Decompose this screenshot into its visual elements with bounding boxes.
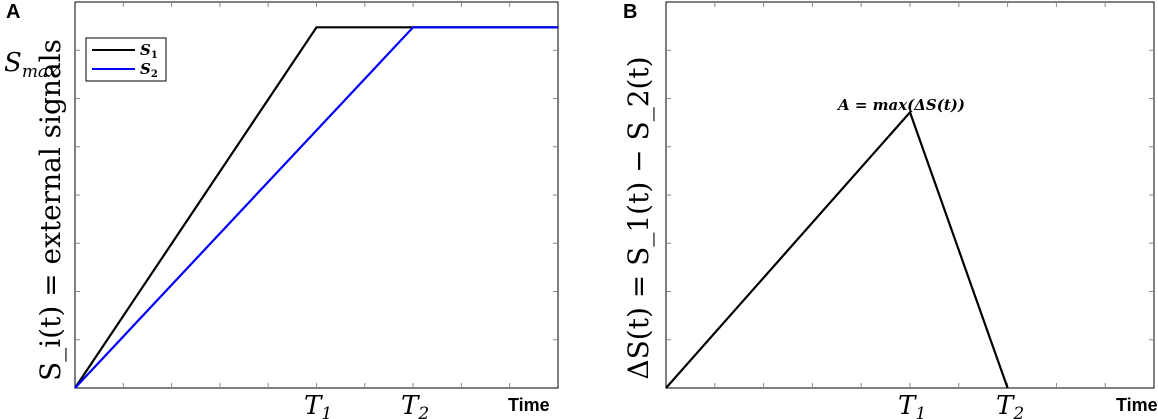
panel-letter-a: A <box>6 1 20 23</box>
legend: S1 S2 <box>85 37 167 82</box>
tick-marks-a <box>75 2 558 388</box>
y-axis-label-a: S_i(t) = external signals <box>34 39 67 381</box>
x-tick-label-t1-b: T1 <box>898 391 926 419</box>
panel-letter-b: B <box>623 1 637 23</box>
y-tick-label-smax: Smax <box>4 48 58 82</box>
x-tick-label-t2-a: T2 <box>401 391 429 419</box>
plot-frame-b <box>665 1 1155 389</box>
panel-b: B A = max(ΔS(t)) ΔS(t) = S_1(t) − S_2(t)… <box>622 1 1158 419</box>
tick-marks-b <box>666 2 1154 388</box>
legend-label-s2: S2 <box>140 60 158 80</box>
legend-box <box>85 37 167 82</box>
series-line-a-s2 <box>74 26 558 389</box>
panel-a: A S1 S2 Smax S_i(t) = external signals T… <box>4 1 559 419</box>
legend-label-s1: S1 <box>140 41 158 61</box>
x-tick-label-t2-b: T2 <box>996 391 1024 419</box>
x-tick-label-t1-a: T1 <box>304 391 332 419</box>
x-axis-label-b: Time <box>1116 395 1158 415</box>
annotation-max: A = max(ΔS(t)) <box>836 96 965 114</box>
series-group-b <box>665 110 1009 389</box>
y-axis-label-b: ΔS(t) = S_1(t) − S_2(t) <box>622 56 655 379</box>
series-line-b-delta-0 <box>665 110 1009 389</box>
x-axis-label-a: Time <box>508 395 550 415</box>
series-group-a <box>74 26 558 389</box>
